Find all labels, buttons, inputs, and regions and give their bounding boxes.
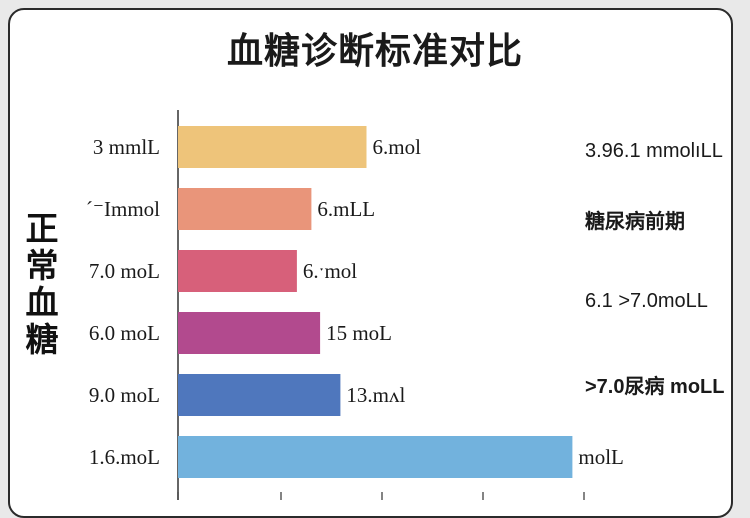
category-label: 7.0 moL bbox=[89, 259, 160, 283]
bar-value-label: 15 moL bbox=[326, 321, 392, 345]
y-axis-label-char: 正 bbox=[25, 209, 59, 248]
bar bbox=[178, 126, 367, 168]
bar-value-label: 6.mLL bbox=[317, 197, 375, 221]
category-label: 1.6.moL bbox=[89, 445, 160, 469]
y-axis-label-char: 糖 bbox=[25, 320, 59, 359]
y-axis-label-char: 常 bbox=[25, 246, 59, 285]
bar bbox=[178, 250, 297, 292]
right-annotation-4: >7.0尿病 moLL bbox=[585, 376, 725, 398]
bar bbox=[178, 436, 573, 478]
category-label: 3 mmlL bbox=[93, 135, 160, 159]
category-label: ´⁻Immol bbox=[86, 197, 160, 221]
bar-value-label: 6.mol bbox=[373, 135, 422, 159]
y-axis-label: 正常血糖 bbox=[22, 210, 62, 358]
right-annotation-1: 3.96.1 mmolıLL bbox=[585, 140, 723, 162]
bar bbox=[178, 312, 321, 354]
chart-panel bbox=[8, 8, 733, 518]
bar bbox=[178, 374, 341, 416]
category-label: 6.0 moL bbox=[89, 321, 160, 345]
bar-value-label: 13.mᴧl bbox=[346, 383, 405, 407]
chart-title: 血糖诊断标准对比 bbox=[226, 31, 523, 72]
right-annotation-2: 糖尿病前期 bbox=[585, 211, 685, 233]
bar-value-label: molL bbox=[578, 445, 624, 469]
bar-value-label: 6.ˑmol bbox=[303, 259, 357, 283]
y-axis-label-char: 血 bbox=[25, 283, 59, 322]
category-label: 9.0 moL bbox=[89, 383, 160, 407]
bar bbox=[178, 188, 312, 230]
bar-chart: 3 mmlL 6.mol ´⁻Immol 6.mLL 7.0 moL 6.ˑmol 6.0 … bbox=[86, 110, 624, 500]
right-annotation-3: 6.1 >7.0moLL bbox=[585, 290, 708, 312]
